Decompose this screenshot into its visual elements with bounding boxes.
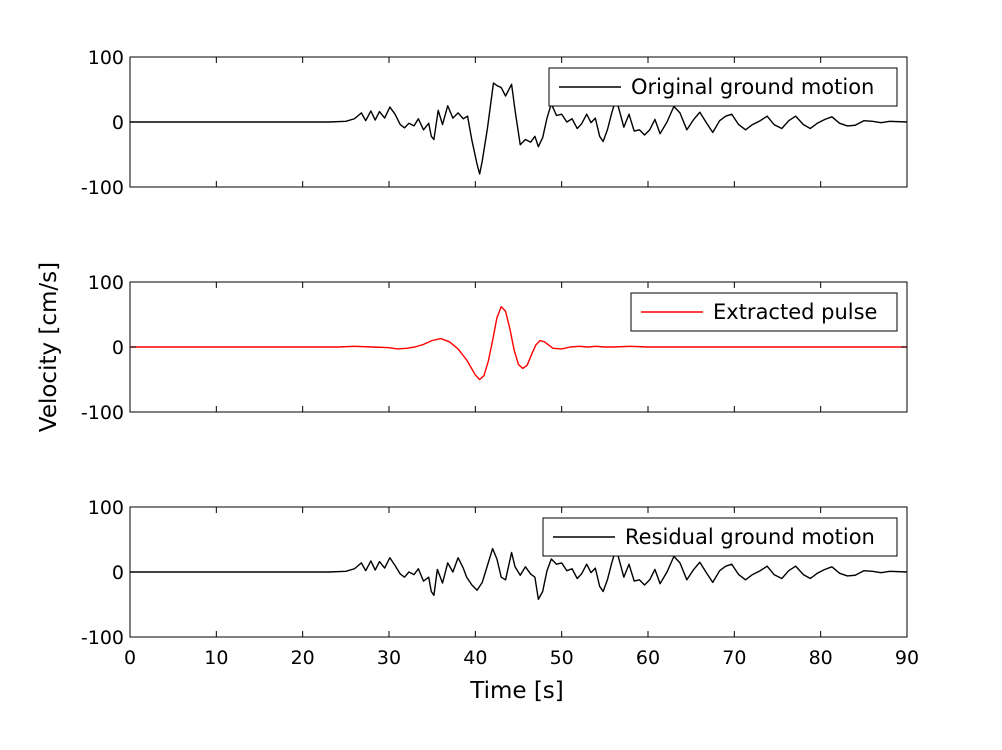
legend: Original ground motion <box>548 67 898 107</box>
y-tick-label: -100 <box>81 177 124 199</box>
panel-1: -100 0 100 Original ground motion <box>81 47 908 199</box>
x-tick-label: 50 <box>550 647 574 669</box>
y-axis-label: Velocity [cm/s] <box>36 262 62 432</box>
x-tick-label: 30 <box>377 647 401 669</box>
y-tick-label: 0 <box>112 112 124 134</box>
x-tick-label: 90 <box>895 647 919 669</box>
y-tick-label: 0 <box>112 562 124 584</box>
x-axis-label: Time [s] <box>469 678 564 704</box>
y-tick-label: 100 <box>88 47 124 69</box>
x-tick-label: 20 <box>291 647 315 669</box>
series-line <box>130 547 908 600</box>
legend-label: Original ground motion <box>631 75 874 99</box>
legend-label: Residual ground motion <box>625 525 875 549</box>
legend-label: Extracted pulse <box>713 300 877 324</box>
y-tick-label: -100 <box>81 402 124 424</box>
x-tick-label: 70 <box>722 647 746 669</box>
panel-2: -100 0 100 Extracted pulse <box>81 272 908 424</box>
legend: Extracted pulse <box>630 292 898 332</box>
y-tick-label: 0 <box>112 337 124 359</box>
y-tick-label: -100 <box>81 627 124 649</box>
y-tick-label: 100 <box>88 497 124 519</box>
series-line <box>130 82 908 175</box>
x-tick-label: 80 <box>809 647 833 669</box>
x-tick-label: 10 <box>204 647 228 669</box>
x-tick-label: 60 <box>636 647 660 669</box>
x-tick-label: 0 <box>124 647 136 669</box>
y-tick-label: 100 <box>88 272 124 294</box>
series-line <box>130 306 907 381</box>
x-tick-label: 40 <box>463 647 487 669</box>
legend: Residual ground motion <box>542 517 898 557</box>
